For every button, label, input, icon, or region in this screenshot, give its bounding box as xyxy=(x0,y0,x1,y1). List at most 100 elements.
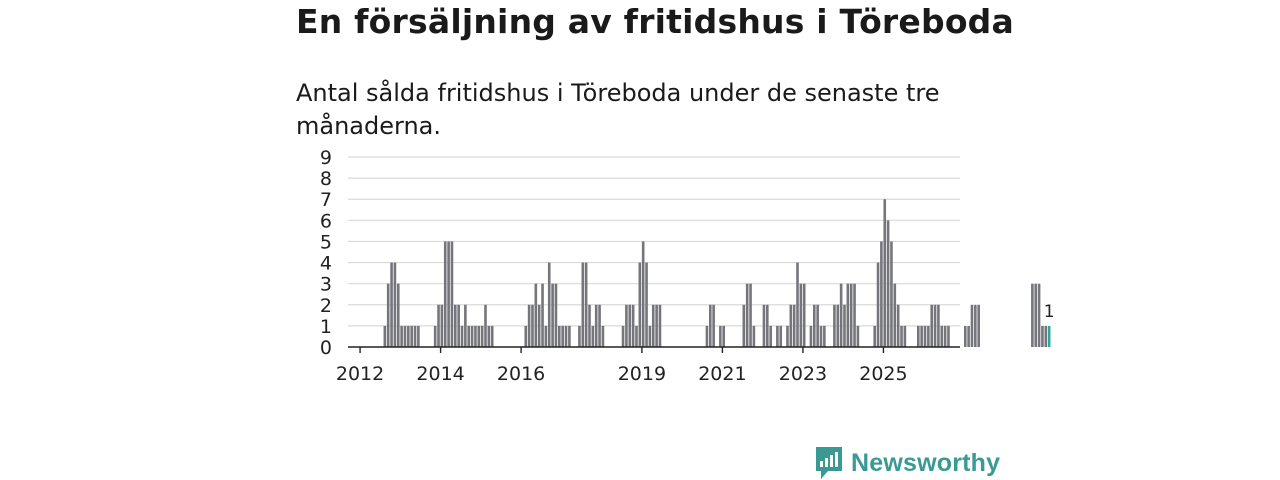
bar xyxy=(551,283,554,347)
newsworthy-logo-icon xyxy=(816,447,842,479)
bar xyxy=(447,241,450,347)
x-tick-label-2012: 2012 xyxy=(336,363,384,385)
bar xyxy=(752,325,756,347)
bar xyxy=(531,304,534,347)
bar xyxy=(638,262,642,347)
bar xyxy=(390,262,393,347)
bar xyxy=(876,262,880,347)
y-tick-label-2: 2 xyxy=(320,295,332,317)
bar xyxy=(933,304,937,347)
bar xyxy=(816,304,819,347)
y-tick-label-8: 8 xyxy=(320,168,332,190)
bar xyxy=(403,325,407,347)
bar-series xyxy=(383,199,1051,347)
bar xyxy=(658,304,662,347)
bar xyxy=(443,241,447,347)
bar xyxy=(1037,283,1041,347)
bar xyxy=(467,325,471,347)
bar xyxy=(792,304,796,347)
bar xyxy=(809,325,813,347)
bar xyxy=(937,304,940,347)
bar xyxy=(856,325,860,347)
bar xyxy=(823,325,826,347)
bar xyxy=(766,304,769,347)
bar xyxy=(799,283,803,347)
bar xyxy=(802,283,806,347)
bar xyxy=(386,283,390,347)
bar xyxy=(900,325,903,347)
bar xyxy=(853,283,856,347)
data-label-latest: 1 xyxy=(1044,302,1055,322)
bar xyxy=(601,325,605,347)
bar xyxy=(477,325,481,347)
bar xyxy=(393,262,397,347)
bar xyxy=(651,304,655,347)
bar xyxy=(776,325,779,347)
x-tick-label-2025: 2025 xyxy=(859,363,907,385)
bar xyxy=(490,325,494,347)
bar xyxy=(433,325,437,347)
bar xyxy=(1034,283,1038,347)
y-tick-label-0: 0 xyxy=(320,337,332,359)
bar xyxy=(923,325,927,347)
bar xyxy=(454,304,457,347)
y-tick-label-7: 7 xyxy=(320,189,332,211)
x-tick-label-2014: 2014 xyxy=(416,363,464,385)
bar xyxy=(568,325,571,347)
bar xyxy=(625,304,628,347)
x-tick-label-2023: 2023 xyxy=(779,363,827,385)
bar xyxy=(796,262,799,347)
bar xyxy=(963,325,967,347)
x-tick-label-2021: 2021 xyxy=(698,363,746,385)
bar xyxy=(779,325,783,347)
bar xyxy=(708,304,712,347)
bar xyxy=(1044,325,1048,347)
bar xyxy=(437,304,440,347)
bar xyxy=(588,304,591,347)
newsworthy-logo: Newsworthy xyxy=(815,446,1000,480)
bar xyxy=(769,325,772,347)
bar xyxy=(564,325,568,347)
bar xyxy=(558,325,561,347)
bar xyxy=(578,325,581,347)
chart-title: En försäljning av fritidshus i Töreboda xyxy=(296,2,1014,41)
chart-subtitle: Antal sålda fritidshus i Töreboda under … xyxy=(296,79,940,140)
bar xyxy=(974,304,977,347)
bar xyxy=(407,325,410,347)
bar xyxy=(598,304,601,347)
bar xyxy=(742,304,746,347)
bar xyxy=(722,325,725,347)
bar xyxy=(846,283,850,347)
bar xyxy=(591,325,595,347)
bar xyxy=(883,199,887,347)
bar xyxy=(655,304,658,347)
bar xyxy=(917,325,920,347)
bar xyxy=(581,262,585,347)
y-tick-label-5: 5 xyxy=(320,231,332,253)
bar xyxy=(967,325,970,347)
bar xyxy=(786,325,789,347)
bar xyxy=(886,220,890,347)
bar xyxy=(450,241,454,347)
bar xyxy=(896,304,900,347)
bar xyxy=(1031,283,1034,347)
bar xyxy=(464,304,467,347)
bar xyxy=(880,241,883,347)
bar xyxy=(527,304,531,347)
bar xyxy=(641,241,645,347)
bar xyxy=(977,304,980,347)
bar xyxy=(554,283,558,347)
bar xyxy=(648,325,652,347)
brand-name: Newsworthy xyxy=(851,448,1001,477)
bar xyxy=(712,304,715,347)
x-tick-label-2016: 2016 xyxy=(497,363,545,385)
y-tick-label-9: 9 xyxy=(320,147,332,169)
bar xyxy=(839,283,843,347)
bar xyxy=(621,325,625,347)
bar xyxy=(1041,325,1044,347)
bar xyxy=(873,325,876,347)
bar xyxy=(705,325,709,347)
bar xyxy=(417,325,420,347)
bar xyxy=(819,325,823,347)
